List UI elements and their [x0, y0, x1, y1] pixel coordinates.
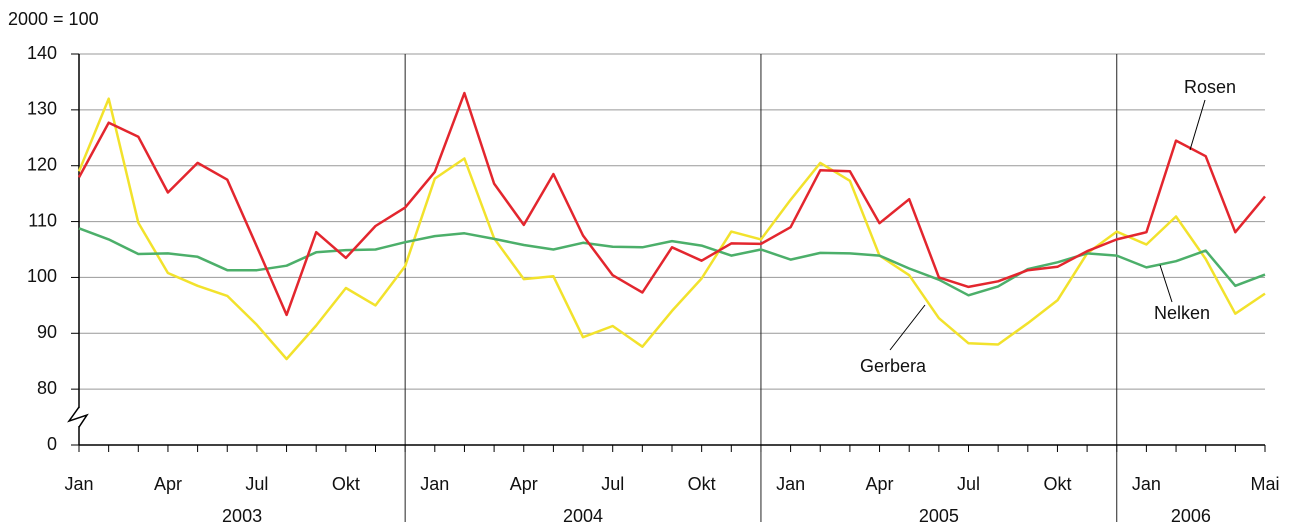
- leader-line: [889, 304, 926, 351]
- x-tick-label: Jan: [776, 474, 805, 494]
- y-tick-label: 90: [37, 322, 57, 342]
- x-group-label: 2006: [1171, 506, 1211, 526]
- x-tick-label: Okt: [1043, 474, 1071, 494]
- x-tick-label: Okt: [332, 474, 360, 494]
- x-group-label: 2004: [563, 506, 603, 526]
- series-label: Gerbera: [860, 356, 927, 376]
- leader-line: [1159, 264, 1173, 303]
- x-tick-label: Mai: [1250, 474, 1279, 494]
- x-tick-label: Okt: [688, 474, 716, 494]
- series-line: [77, 97, 1266, 361]
- series-line: [78, 227, 1266, 297]
- x-tick-label: Jan: [64, 474, 93, 494]
- y-tick-label: 0: [47, 434, 57, 454]
- y-tick-label: 120: [27, 154, 57, 174]
- x-tick-label: Jan: [420, 474, 449, 494]
- x-tick-label: Apr: [154, 474, 182, 494]
- y-tick-label: 130: [27, 99, 57, 119]
- x-tick-label: Jan: [1132, 474, 1161, 494]
- x-tick-label: Jul: [601, 474, 624, 494]
- axis-break: [67, 406, 89, 428]
- x-tick-label: Jul: [957, 474, 980, 494]
- x-tick-label: Jul: [245, 474, 268, 494]
- leader-line: [1189, 99, 1206, 151]
- x-tick-label: Apr: [866, 474, 894, 494]
- y-tick-label: 100: [27, 266, 57, 286]
- y-tick-label: 110: [28, 210, 57, 230]
- series-label: Nelken: [1154, 303, 1210, 323]
- x-group-label: 2003: [222, 506, 262, 526]
- series-line: [77, 91, 1266, 317]
- series-label: Rosen: [1184, 77, 1236, 97]
- y-axis-label: 2000 = 100: [8, 9, 99, 29]
- y-tick-label: 140: [27, 43, 57, 63]
- x-tick-label: Apr: [510, 474, 538, 494]
- y-tick-label: 80: [37, 378, 57, 398]
- x-group-label: 2005: [919, 506, 959, 526]
